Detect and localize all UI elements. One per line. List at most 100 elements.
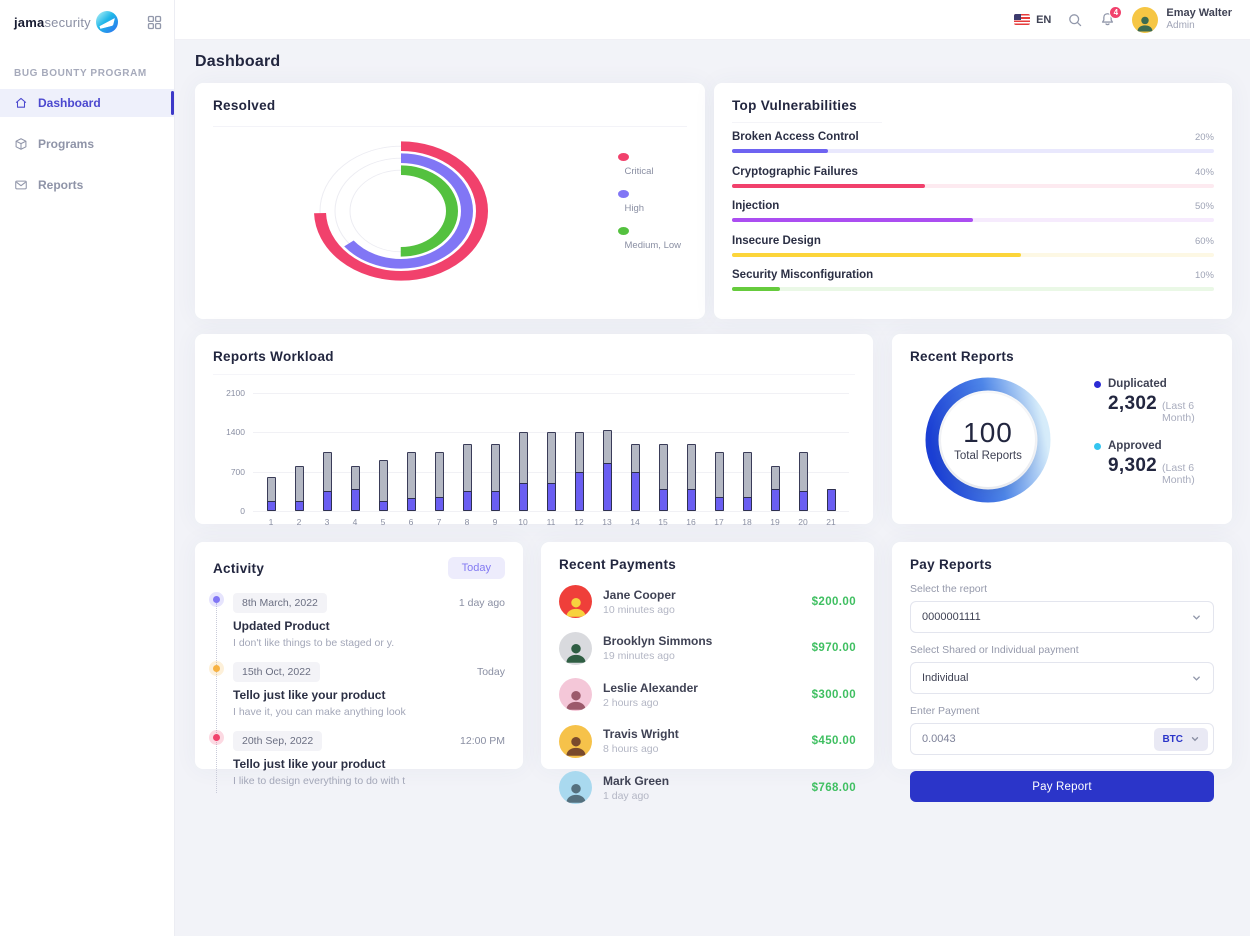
stacked-bar xyxy=(294,466,304,511)
x-axis-tick: 12 xyxy=(574,517,584,527)
payment-name: Brooklyn Simmons xyxy=(603,634,713,648)
sidebar-nav: Dashboard Programs Reports xyxy=(0,89,174,200)
radial-arc-critical xyxy=(314,141,488,281)
apps-grid-icon[interactable] xyxy=(147,15,162,30)
user-menu[interactable]: Emay Walter Admin xyxy=(1132,6,1232,33)
avatar xyxy=(559,724,592,758)
card-top-vulnerabilities: Top Vulnerabilities Broken Access Contro… xyxy=(714,83,1232,319)
activity-filter-today[interactable]: Today xyxy=(447,557,505,579)
notifications-bell-icon[interactable]: 4 xyxy=(1099,6,1123,28)
x-axis-tick: 8 xyxy=(464,517,470,527)
bar-fill-purple xyxy=(770,489,780,511)
bar-fill-purple xyxy=(826,489,836,511)
resolved-legend: Critical High Medium, Low xyxy=(617,153,682,264)
workload-title: Reports Workload xyxy=(213,349,334,364)
bar-slot: 8 xyxy=(453,393,481,527)
payment-type-select[interactable]: Individual xyxy=(910,662,1214,694)
x-axis-tick: 13 xyxy=(602,517,612,527)
sidebar-item-label: Dashboard xyxy=(38,96,101,110)
x-axis-tick: 9 xyxy=(492,517,498,527)
y-axis-tick: 0 xyxy=(240,506,245,516)
bar-slot: 7 xyxy=(425,393,453,527)
payment-type-label: Select Shared or Individual payment xyxy=(910,644,1079,656)
bar-fill-purple xyxy=(266,501,276,511)
report-select[interactable]: 0000001111 xyxy=(910,601,1214,633)
vulnerability-label: Security Misconfiguration xyxy=(732,269,874,281)
person-silhouette-icon xyxy=(565,783,586,803)
pay-report-button[interactable]: Pay Report xyxy=(910,771,1214,802)
vulnerability-percent: 20% xyxy=(1194,132,1214,143)
timeline-line xyxy=(216,603,217,793)
legend-label: Medium, Low xyxy=(624,240,682,251)
currency-select[interactable]: BTC xyxy=(1154,727,1208,751)
activity-item-title: Updated Product xyxy=(233,619,330,633)
stacked-bar xyxy=(434,452,444,511)
content: Resolved Critical High Medium, Low Top Vul… xyxy=(175,77,1250,804)
sidebar-item-dashboard[interactable]: Dashboard xyxy=(0,89,174,117)
x-axis-tick: 14 xyxy=(630,517,640,527)
stat-label: Duplicated xyxy=(1108,378,1167,390)
x-axis-tick: 16 xyxy=(686,517,696,527)
gridline xyxy=(253,393,849,394)
vulnerability-percent: 10% xyxy=(1194,270,1214,281)
total-reports-value: 100 xyxy=(963,416,1013,448)
y-axis-tick: 700 xyxy=(230,466,245,477)
stacked-bar xyxy=(490,444,500,511)
bars-area: 1 2 3 4 5 6 7 8 9 10 11 12 13 14 15 16 17 18 19 20 21 xyxy=(253,393,849,527)
recent-payments-title: Recent Payments xyxy=(559,557,677,572)
user-name: Emay Walter xyxy=(1166,6,1232,19)
stat-value: 9,302 xyxy=(1108,455,1158,476)
bar-fill-purple xyxy=(714,497,724,511)
bar-slot: 6 xyxy=(397,393,425,527)
language-switcher[interactable]: EN xyxy=(1014,14,1051,26)
avatar xyxy=(559,631,592,665)
sidebar-section-label: BUG BOUNTY PROGRAM xyxy=(14,68,147,79)
vulnerability-label: Broken Access Control xyxy=(732,131,859,143)
search-icon[interactable] xyxy=(1067,12,1083,28)
bar-fill-purple xyxy=(322,491,332,511)
vulnerability-label: Cryptographic Failures xyxy=(732,165,858,178)
payment-row[interactable]: Jane Cooper 10 minutes ago $200.00 xyxy=(559,585,856,618)
stacked-bar xyxy=(378,460,388,511)
activity-timeline: 8th March, 2022 1 day ago Updated Product I… xyxy=(213,593,505,793)
activity-item: 20th Sep, 2022 12:00 PM Tello just like yo… xyxy=(213,731,505,787)
logo[interactable]: jamasecurity xyxy=(0,0,174,44)
activity-date-badge: 20th Sep, 2022 xyxy=(233,731,323,751)
bar-fill-purple xyxy=(658,489,668,511)
y-axis-tick: 1400 xyxy=(226,427,245,438)
payment-row[interactable]: Leslie Alexander 2 hours ago $300.00 xyxy=(559,678,856,711)
language-code: EN xyxy=(1036,13,1052,26)
bar-slot: 10 xyxy=(509,393,537,527)
x-axis-tick: 11 xyxy=(546,517,556,527)
vulnerability-progress-fill xyxy=(732,287,781,291)
activity-item-title: Tello just like your product xyxy=(233,688,386,702)
person-silhouette-icon xyxy=(565,644,586,664)
bar-slot: 16 xyxy=(677,393,705,527)
payment-row[interactable]: Brooklyn Simmons 19 minutes ago $970.00 xyxy=(559,631,856,665)
activity-timestamp: Today xyxy=(476,666,505,678)
payment-amount: $768.00 xyxy=(811,781,856,794)
payment-name: Mark Green xyxy=(603,773,670,788)
bar-slot: 3 xyxy=(313,393,341,527)
x-axis-tick: 10 xyxy=(518,517,528,527)
vulnerabilities-title: Top Vulnerabilities xyxy=(732,98,857,113)
stacked-bar xyxy=(658,444,668,511)
vulnerability-percent: 50% xyxy=(1194,201,1214,212)
chevron-down-icon xyxy=(1191,612,1202,623)
avatar xyxy=(559,585,592,618)
stacked-bar xyxy=(574,432,584,511)
sidebar-item-label: Programs xyxy=(38,137,95,151)
stacked-bar xyxy=(406,452,416,511)
payment-amount-input[interactable]: 0.0043 BTC xyxy=(910,723,1214,755)
bar-slot: 2 xyxy=(285,393,313,527)
workload-bar-chart: 0 700 1400 2100 1 2 3 4 5 6 7 8 9 10 11 12 13 14 15 16 17 18 1… xyxy=(226,388,849,527)
stacked-bar xyxy=(714,452,724,511)
bar-slot: 14 xyxy=(621,393,649,527)
bar-fill-purple xyxy=(406,498,416,511)
cube-icon xyxy=(14,137,28,151)
person-silhouette-icon xyxy=(1137,16,1153,32)
payment-row[interactable]: Mark Green 1 day ago $768.00 xyxy=(559,771,856,804)
payment-row[interactable]: Travis Wright 8 hours ago $450.00 xyxy=(559,724,856,758)
sidebar-item-programs[interactable]: Programs xyxy=(0,130,174,158)
sidebar-item-reports[interactable]: Reports xyxy=(0,171,174,199)
